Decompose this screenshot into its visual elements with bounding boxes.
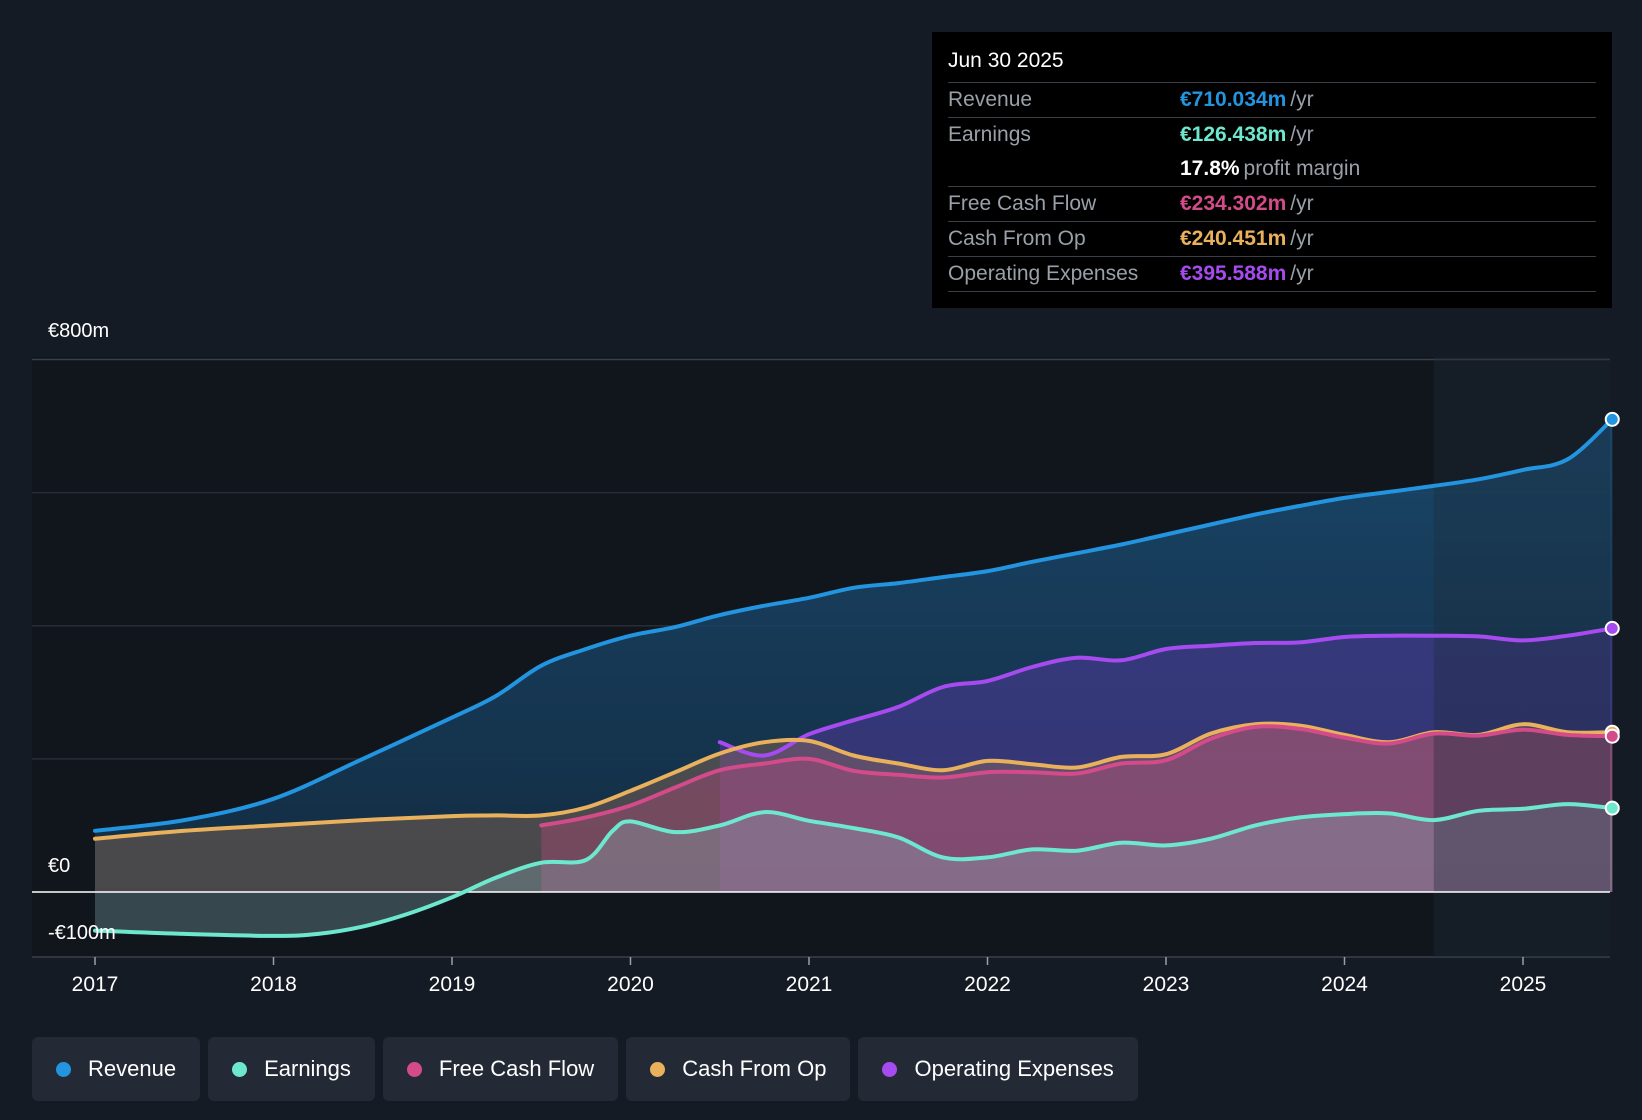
highlight-band bbox=[1433, 357, 1610, 957]
tooltip-row-revenue: Revenue €710.034m/yr bbox=[948, 82, 1596, 117]
legend-dot-icon bbox=[882, 1061, 898, 1077]
tooltip-row-opex: Operating Expenses €395.588m/yr bbox=[948, 256, 1596, 292]
profit-margin-value: 17.8% bbox=[1180, 157, 1240, 180]
x-tick-label: 2021 bbox=[786, 973, 833, 996]
y-label-zero: €0 bbox=[48, 855, 71, 877]
legend-item-revenue[interactable]: Revenue bbox=[32, 1037, 201, 1101]
legend-item-cash-from-op[interactable]: Cash From Op bbox=[626, 1037, 851, 1101]
legend-dot-icon bbox=[56, 1061, 71, 1077]
x-tick-label: 2019 bbox=[429, 973, 476, 996]
legend: Revenue Earnings Free Cash Flow Cash Fro… bbox=[32, 1037, 1138, 1101]
legend-label: Revenue bbox=[88, 1056, 177, 1081]
legend-label: Earnings bbox=[264, 1056, 351, 1081]
tooltip-row-fcf: Free Cash Flow €234.302m/yr bbox=[948, 186, 1596, 221]
tooltip-unit: /yr bbox=[1290, 88, 1314, 111]
legend-dot-icon bbox=[232, 1061, 248, 1077]
free-cash-flow-line bbox=[539, 724, 1615, 828]
profit-margin-text: profit margin bbox=[1243, 157, 1361, 180]
tooltip-label: Revenue bbox=[948, 88, 1033, 111]
y-label-bottom: -€100m bbox=[48, 922, 116, 944]
free-cash-flow-end-point[interactable] bbox=[1604, 728, 1620, 744]
tooltip-value: €126.438m bbox=[1180, 123, 1287, 146]
x-tick-label: 2023 bbox=[1143, 973, 1190, 996]
tooltip-label: Earnings bbox=[948, 123, 1031, 146]
legend-item-free-cash-flow[interactable]: Free Cash Flow bbox=[382, 1037, 619, 1101]
tooltip-label: Cash From Op bbox=[948, 227, 1086, 250]
tooltip-value: €234.302m bbox=[1180, 192, 1287, 215]
legend-label: Cash From Op bbox=[682, 1056, 827, 1081]
tooltip-row-cfo: Cash From Op €240.451m/yr bbox=[948, 221, 1596, 256]
tooltip-value: €395.588m bbox=[1180, 262, 1287, 285]
tooltip-unit: /yr bbox=[1290, 262, 1314, 285]
legend-item-earnings[interactable]: Earnings bbox=[208, 1037, 375, 1101]
legend-label: Free Cash Flow bbox=[438, 1056, 595, 1081]
revenue-line bbox=[93, 417, 1615, 833]
tooltip-value: €710.034m bbox=[1180, 88, 1287, 111]
revenue-area bbox=[95, 419, 1613, 892]
tooltip: Jun 30 2025 Revenue €710.034m/yr Earning… bbox=[932, 32, 1612, 308]
x-tick-label: 2022 bbox=[964, 973, 1011, 996]
earnings-line bbox=[93, 802, 1615, 938]
tooltip-label: Free Cash Flow bbox=[948, 192, 1097, 215]
cash-from-op-area bbox=[95, 723, 1613, 892]
x-tick-label: 2025 bbox=[1500, 973, 1547, 996]
revenue-end-point[interactable] bbox=[1604, 411, 1620, 427]
tooltip-unit: /yr bbox=[1290, 123, 1314, 146]
x-tick-label: 2018 bbox=[250, 973, 297, 996]
earnings-end-point[interactable] bbox=[1604, 800, 1620, 816]
legend-item-operating-expenses[interactable]: Operating Expenses bbox=[858, 1037, 1138, 1101]
tooltip-label: Operating Expenses bbox=[948, 262, 1139, 285]
tooltip-unit: /yr bbox=[1290, 192, 1314, 215]
legend-label: Operating Expenses bbox=[914, 1056, 1114, 1081]
earnings-area bbox=[95, 804, 1613, 936]
x-tick-label: 2017 bbox=[72, 973, 119, 996]
tooltip-row-earnings: Earnings €126.438m/yr bbox=[948, 117, 1596, 152]
y-label-top: €800m bbox=[48, 320, 110, 342]
tooltip-value: €240.451m bbox=[1180, 227, 1287, 250]
tooltip-date: Jun 30 2025 bbox=[948, 49, 1064, 72]
operating-expenses-line bbox=[717, 626, 1615, 758]
x-tick-label: 2020 bbox=[607, 973, 654, 996]
tooltip-unit: /yr bbox=[1290, 227, 1314, 250]
operating-expenses-end-point[interactable] bbox=[1604, 620, 1620, 636]
legend-dot-icon bbox=[406, 1061, 422, 1077]
tooltip-row-margin: 17.8% profit margin bbox=[948, 152, 1596, 186]
legend-dot-icon bbox=[650, 1061, 666, 1077]
free-cash-flow-area bbox=[541, 726, 1613, 892]
x-tick-label: 2024 bbox=[1321, 973, 1368, 996]
